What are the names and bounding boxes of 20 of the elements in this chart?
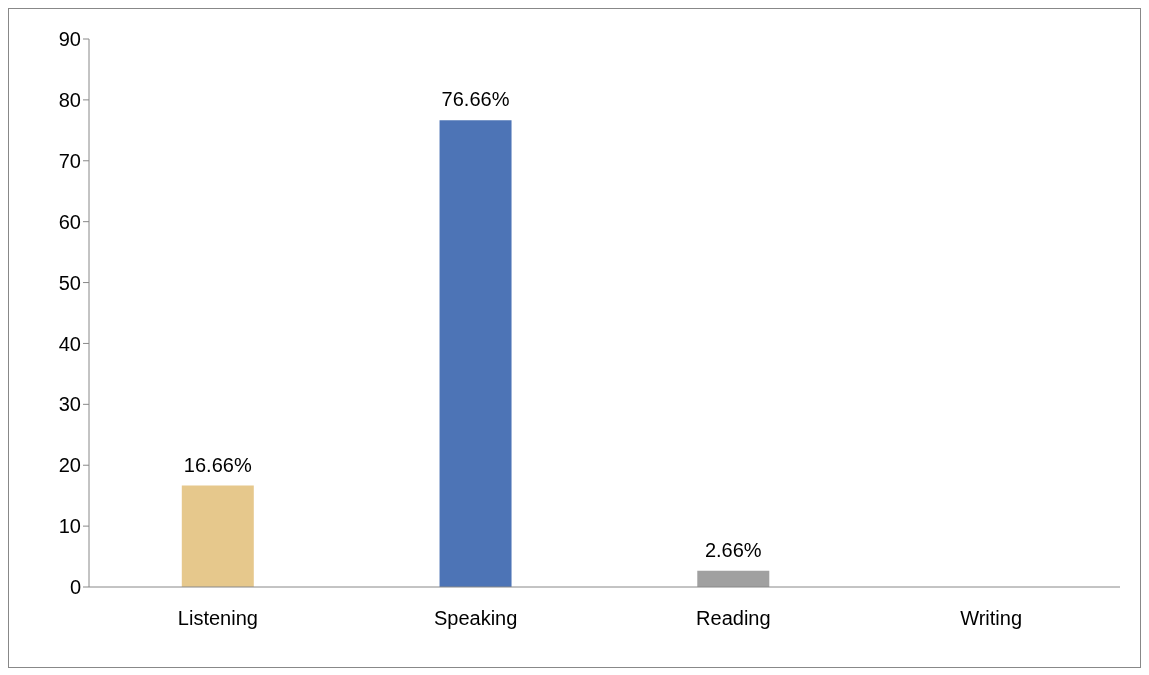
y-tick-label: 30: [58, 393, 81, 416]
y-tick-label: 20: [58, 454, 81, 477]
y-tick-label: 10: [58, 515, 81, 538]
y-tick-label: 40: [58, 332, 81, 355]
data-label: 76.66%: [441, 88, 510, 111]
bar: [439, 120, 512, 587]
y-tick-label: 50: [58, 271, 81, 294]
y-tick-label: 90: [58, 28, 81, 51]
y-tick-label: 60: [58, 210, 81, 233]
data-label: 16.66%: [183, 453, 252, 476]
data-label: 2.66%: [704, 538, 762, 561]
y-tick-label: 0: [69, 576, 81, 599]
bar: [181, 485, 254, 587]
x-tick-label: Reading: [696, 607, 771, 630]
x-tick-label: Writing: [960, 607, 1023, 630]
y-tick-label: 80: [58, 88, 81, 111]
x-tick-label: Speaking: [433, 607, 518, 630]
y-tick-label: 70: [58, 149, 81, 172]
bar: [697, 570, 770, 587]
x-tick-label: Listening: [177, 607, 258, 630]
